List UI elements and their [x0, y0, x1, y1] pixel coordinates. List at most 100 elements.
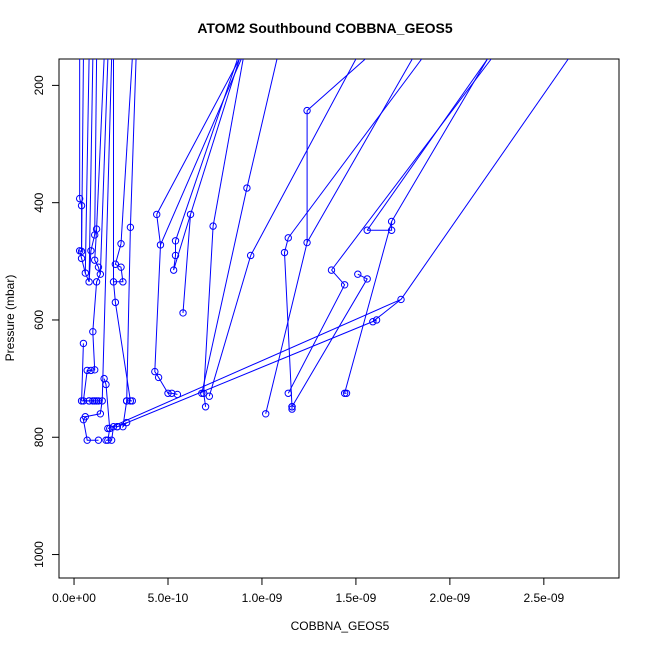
x-axis-label: COBBNA_GEOS5: [290, 619, 390, 633]
y-axis-label: Pressure (mbar): [3, 274, 17, 362]
series-line: [203, 226, 214, 407]
series-line-segment: [190, 59, 240, 215]
data-point: [171, 237, 180, 245]
data-point: [171, 251, 180, 260]
series-line-segment: [120, 59, 133, 244]
y-tick-label: 200: [32, 75, 46, 95]
data-point: [89, 327, 97, 336]
data-point: [126, 223, 135, 232]
data-point: [284, 234, 292, 242]
data-point: [243, 184, 251, 192]
data-point: [168, 389, 176, 397]
data-point: [209, 222, 217, 230]
y-tick-label: 600: [32, 310, 46, 330]
data-point: [369, 318, 377, 326]
data-point: [154, 373, 163, 382]
data-point: [354, 270, 362, 278]
data-point: [109, 278, 118, 286]
data-point: [126, 397, 135, 405]
data-point: [153, 210, 161, 219]
series-line-segment: [366, 59, 488, 231]
series-line-segment: [84, 59, 90, 274]
series-line-segment: [212, 59, 244, 227]
series-group: [75, 59, 569, 444]
data-point: [111, 298, 120, 307]
series-line: [78, 198, 103, 441]
data-point: [119, 422, 127, 431]
data-point: [75, 247, 84, 255]
series-line: [201, 187, 248, 394]
data-point: [164, 389, 172, 397]
series-line-segment: [96, 59, 105, 230]
series-line: [112, 243, 131, 401]
data-point: [169, 266, 178, 274]
data-point: [117, 240, 125, 248]
series-line-segment: [306, 59, 413, 243]
data-point: [117, 263, 125, 271]
data-point: [113, 422, 121, 431]
data-point: [98, 397, 106, 405]
series-line: [287, 269, 346, 394]
data-point: [91, 366, 99, 374]
data-point: [83, 366, 91, 375]
data-point: [397, 295, 405, 304]
data-point: [107, 436, 116, 444]
data-point: [79, 339, 88, 348]
data-point: [77, 397, 86, 405]
data-point: [102, 380, 110, 389]
series-line-segment: [160, 59, 242, 246]
data-point: [119, 278, 127, 286]
series-line-segment: [287, 59, 423, 239]
data-point: [92, 397, 101, 405]
data-point: [363, 226, 371, 234]
series-line-segment: [400, 59, 569, 300]
series-line-segment: [94, 59, 98, 235]
data-point: [79, 415, 88, 424]
series-line: [81, 343, 97, 402]
data-point: [327, 266, 336, 274]
series-line: [154, 214, 178, 395]
data-point: [363, 275, 371, 283]
data-point: [372, 316, 381, 324]
data-point: [92, 225, 101, 233]
data-point: [75, 194, 84, 203]
series-line: [265, 110, 308, 414]
plot-frame: [58, 58, 620, 579]
series-line: [126, 227, 131, 401]
data-point: [85, 278, 93, 286]
data-point: [179, 309, 187, 317]
data-point: [340, 389, 349, 397]
data-point: [104, 424, 112, 433]
data-point: [94, 436, 103, 444]
data-point: [156, 241, 165, 249]
data-point: [122, 418, 131, 427]
data-point: [104, 436, 112, 444]
data-point: [77, 201, 86, 210]
x-tick-label: 1.0e-09: [242, 591, 283, 605]
y-tick-label: 400: [32, 192, 46, 212]
series-line-segment: [250, 59, 357, 256]
data-point: [201, 403, 210, 411]
data-point: [85, 397, 93, 405]
data-point: [91, 256, 99, 264]
data-point: [340, 281, 349, 289]
data-point: [96, 270, 105, 278]
data-point: [342, 389, 351, 397]
data-point: [262, 410, 270, 418]
series-line-segment: [331, 59, 492, 271]
series-line: [107, 298, 402, 429]
series-line: [117, 319, 377, 428]
data-point: [96, 410, 105, 418]
x-tick-label: 2.5e-09: [523, 591, 564, 605]
data-point: [102, 436, 110, 444]
series-line: [208, 255, 252, 397]
data-point: [87, 247, 95, 255]
series-line-segment: [175, 59, 238, 241]
data-point: [303, 238, 311, 247]
data-point: [87, 366, 95, 375]
series-line: [283, 237, 293, 410]
x-tick-label: 2.0e-09: [430, 591, 471, 605]
series-line-segment: [156, 59, 240, 215]
data-point: [246, 251, 255, 260]
series-line-segment: [88, 59, 94, 282]
